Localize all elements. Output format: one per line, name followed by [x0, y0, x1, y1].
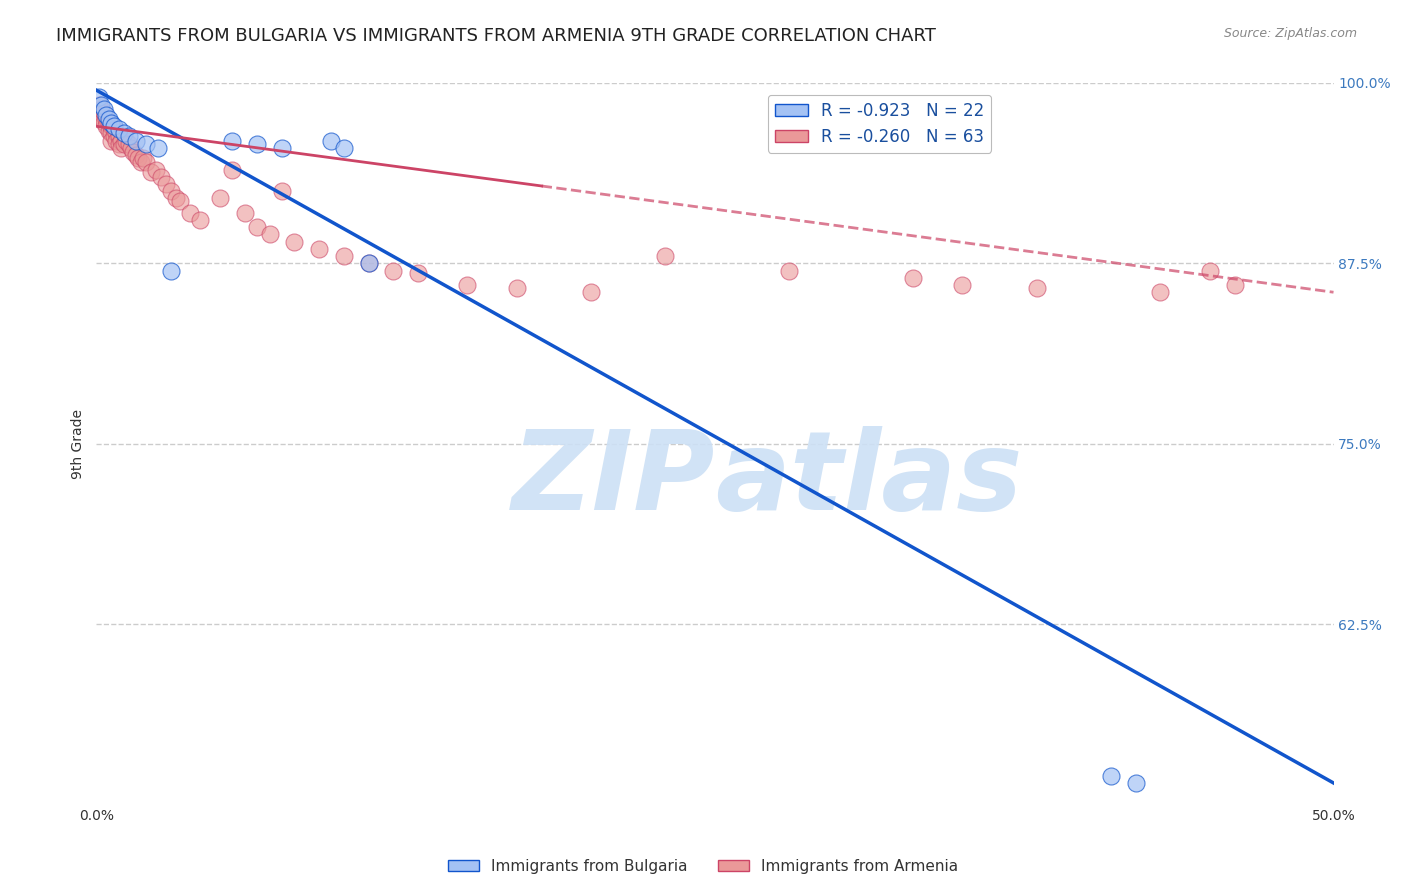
- Point: [259, 227, 281, 242]
- Point: [97, 112, 120, 126]
- Point: [159, 184, 181, 198]
- Point: [127, 151, 149, 165]
- Point: [112, 136, 135, 151]
- Point: [96, 108, 118, 122]
- Point: [103, 122, 125, 136]
- Point: [406, 267, 429, 281]
- Point: [93, 115, 115, 129]
- Point: [105, 127, 128, 141]
- Point: [1125, 776, 1147, 790]
- Point: [87, 90, 110, 104]
- Point: [1025, 281, 1047, 295]
- Point: [357, 256, 380, 270]
- Point: [96, 112, 118, 126]
- Point: [103, 129, 125, 144]
- Point: [129, 155, 152, 169]
- Point: [139, 165, 162, 179]
- Point: [105, 134, 128, 148]
- Point: [1223, 278, 1246, 293]
- Point: [122, 145, 145, 160]
- Point: [1149, 285, 1171, 300]
- Point: [506, 281, 529, 295]
- Point: [135, 155, 157, 169]
- Point: [125, 134, 148, 148]
- Point: [100, 134, 122, 148]
- Point: [271, 184, 294, 198]
- Point: [333, 141, 356, 155]
- Point: [159, 263, 181, 277]
- Legend: Immigrants from Bulgaria, Immigrants from Armenia: Immigrants from Bulgaria, Immigrants fro…: [441, 853, 965, 880]
- Point: [125, 148, 148, 162]
- Point: [115, 134, 138, 148]
- Point: [107, 136, 129, 151]
- Point: [308, 242, 330, 256]
- Point: [96, 120, 118, 134]
- Point: [100, 120, 122, 134]
- Point: [120, 141, 142, 155]
- Point: [1198, 263, 1220, 277]
- Point: [165, 191, 187, 205]
- Point: [103, 120, 125, 134]
- Point: [100, 127, 122, 141]
- Point: [97, 123, 120, 137]
- Point: [97, 116, 120, 130]
- Point: [188, 213, 211, 227]
- Point: [457, 278, 479, 293]
- Text: IMMIGRANTS FROM BULGARIA VS IMMIGRANTS FROM ARMENIA 9TH GRADE CORRELATION CHART: IMMIGRANTS FROM BULGARIA VS IMMIGRANTS F…: [56, 27, 936, 45]
- Text: atlas: atlas: [714, 426, 1022, 533]
- Point: [112, 127, 135, 141]
- Point: [1099, 769, 1122, 783]
- Point: [333, 249, 356, 263]
- Point: [221, 162, 243, 177]
- Text: ZIP: ZIP: [512, 426, 714, 533]
- Point: [321, 134, 343, 148]
- Point: [271, 141, 294, 155]
- Point: [169, 194, 191, 209]
- Legend: R = -0.923   N = 22, R = -0.260   N = 63: R = -0.923 N = 22, R = -0.260 N = 63: [768, 95, 991, 153]
- Point: [901, 270, 924, 285]
- Point: [107, 122, 129, 136]
- Point: [579, 285, 602, 300]
- Point: [87, 108, 110, 122]
- Point: [135, 136, 157, 151]
- Point: [654, 249, 676, 263]
- Point: [117, 129, 139, 144]
- Point: [110, 134, 132, 148]
- Point: [382, 263, 405, 277]
- Point: [221, 134, 243, 148]
- Point: [110, 141, 132, 155]
- Point: [90, 97, 112, 112]
- Point: [148, 141, 170, 155]
- Point: [100, 116, 122, 130]
- Point: [179, 206, 201, 220]
- Point: [90, 111, 112, 125]
- Point: [90, 102, 112, 116]
- Point: [132, 151, 155, 165]
- Point: [209, 191, 232, 205]
- Point: [93, 102, 115, 116]
- Point: [233, 206, 256, 220]
- Point: [87, 97, 110, 112]
- Point: [246, 136, 269, 151]
- Point: [357, 256, 380, 270]
- Point: [93, 106, 115, 120]
- Point: [117, 136, 139, 151]
- Y-axis label: 9th Grade: 9th Grade: [72, 409, 86, 479]
- Point: [145, 162, 167, 177]
- Point: [149, 169, 172, 184]
- Point: [283, 235, 305, 249]
- Text: Source: ZipAtlas.com: Source: ZipAtlas.com: [1223, 27, 1357, 40]
- Point: [778, 263, 800, 277]
- Point: [155, 177, 177, 191]
- Point: [950, 278, 973, 293]
- Point: [246, 220, 269, 235]
- Point: [107, 129, 129, 144]
